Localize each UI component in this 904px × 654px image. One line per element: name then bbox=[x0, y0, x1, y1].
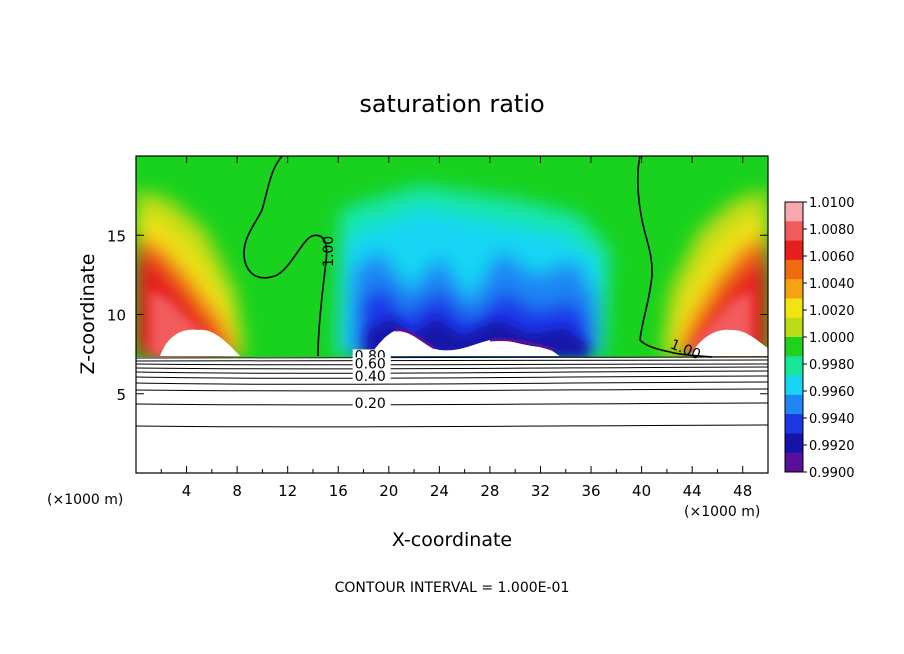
colorbar-swatch bbox=[785, 337, 803, 357]
terrain-center-edge bbox=[394, 328, 556, 352]
y-axis-ticks: 5 10 15 bbox=[107, 227, 768, 404]
plot-area bbox=[136, 156, 768, 473]
x-axis-ticks: 4 8 12 16 20 24 28 32 36 40 44 48 bbox=[160, 156, 752, 500]
contour-labels: 1.001.000.800.600.400.20 bbox=[321, 236, 703, 412]
contour-label: 1.00 bbox=[321, 236, 337, 267]
colorbar-label: 0.9960 bbox=[809, 385, 855, 400]
colorbar-label: 1.0080 bbox=[809, 223, 855, 238]
colorbar-label: 1.0060 bbox=[809, 250, 855, 265]
x-unit-right: (×1000 m) bbox=[684, 504, 760, 520]
x-tick-label: 16 bbox=[329, 482, 348, 500]
x-tick-label: 48 bbox=[733, 482, 752, 500]
colorbar-label: 0.9980 bbox=[809, 358, 855, 373]
x-axis-label: X-coordinate bbox=[392, 529, 512, 551]
contour-label-bg bbox=[352, 397, 391, 411]
terrain-right bbox=[690, 329, 768, 356]
colorbar-swatch bbox=[785, 356, 803, 377]
colorbar-label: 0.9920 bbox=[809, 439, 855, 454]
contour-label-bg bbox=[352, 357, 391, 371]
colorbar-swatch bbox=[785, 298, 803, 319]
x-unit-left: (×1000 m) bbox=[47, 492, 123, 508]
colorbar-swatch bbox=[785, 375, 803, 396]
contour-label: 0.40 bbox=[355, 369, 386, 385]
x-tick-label: 36 bbox=[581, 482, 600, 500]
y-tick-label: 5 bbox=[116, 386, 126, 404]
x-tick-label: 28 bbox=[480, 482, 499, 500]
colorbar-swatch bbox=[785, 279, 803, 299]
terrain-center bbox=[370, 329, 560, 356]
x-tick-label: 12 bbox=[278, 482, 297, 500]
colorbar-swatch bbox=[785, 202, 803, 222]
contour-label-bg bbox=[352, 370, 391, 384]
colorbar-swatch bbox=[785, 452, 803, 473]
colorbar-label: 1.0040 bbox=[809, 277, 855, 292]
contour-1-left bbox=[243, 156, 328, 357]
lower-region bbox=[136, 357, 768, 473]
colorbar-label: 1.0100 bbox=[809, 196, 855, 211]
contour-interval-note: CONTOUR INTERVAL = 1.000E-01 bbox=[335, 580, 570, 596]
colorbar-swatch bbox=[785, 394, 803, 415]
x-tick-label: 8 bbox=[232, 482, 242, 500]
chart-title: saturation ratio bbox=[359, 90, 544, 118]
colorbar-swatch bbox=[785, 317, 803, 338]
y-axis-label: Z-coordinate bbox=[77, 254, 99, 375]
colorbar-label: 1.0020 bbox=[809, 304, 855, 319]
y-tick-label: 15 bbox=[107, 227, 126, 245]
colorbar: 1.0100 1.0080 1.0060 1.0040 1.0020 1.0000 0.99… bbox=[784, 196, 855, 481]
colorbar-swatch bbox=[785, 259, 803, 280]
contour-1-right bbox=[637, 156, 713, 358]
x-tick-label: 20 bbox=[379, 482, 398, 500]
lower-contours bbox=[136, 356, 768, 428]
colorbar-label: 1.0000 bbox=[809, 331, 855, 346]
terrain-left bbox=[160, 329, 240, 356]
x-tick-label: 24 bbox=[430, 482, 449, 500]
contour-label: 0.20 bbox=[355, 396, 386, 412]
colorbar-swatch bbox=[785, 433, 803, 454]
colorbar-label: 0.9940 bbox=[809, 412, 855, 427]
x-tick-label: 40 bbox=[632, 482, 651, 500]
colorbar-swatch bbox=[785, 414, 803, 434]
y-tick-label: 10 bbox=[107, 307, 126, 325]
colorbar-swatch bbox=[785, 221, 803, 242]
contour-label: 0.60 bbox=[355, 356, 386, 372]
colorbar-swatch bbox=[785, 240, 803, 261]
colorbar-label: 0.9900 bbox=[809, 466, 855, 481]
x-tick-label: 44 bbox=[683, 482, 702, 500]
x-tick-label: 32 bbox=[531, 482, 550, 500]
x-tick-label: 4 bbox=[182, 482, 192, 500]
